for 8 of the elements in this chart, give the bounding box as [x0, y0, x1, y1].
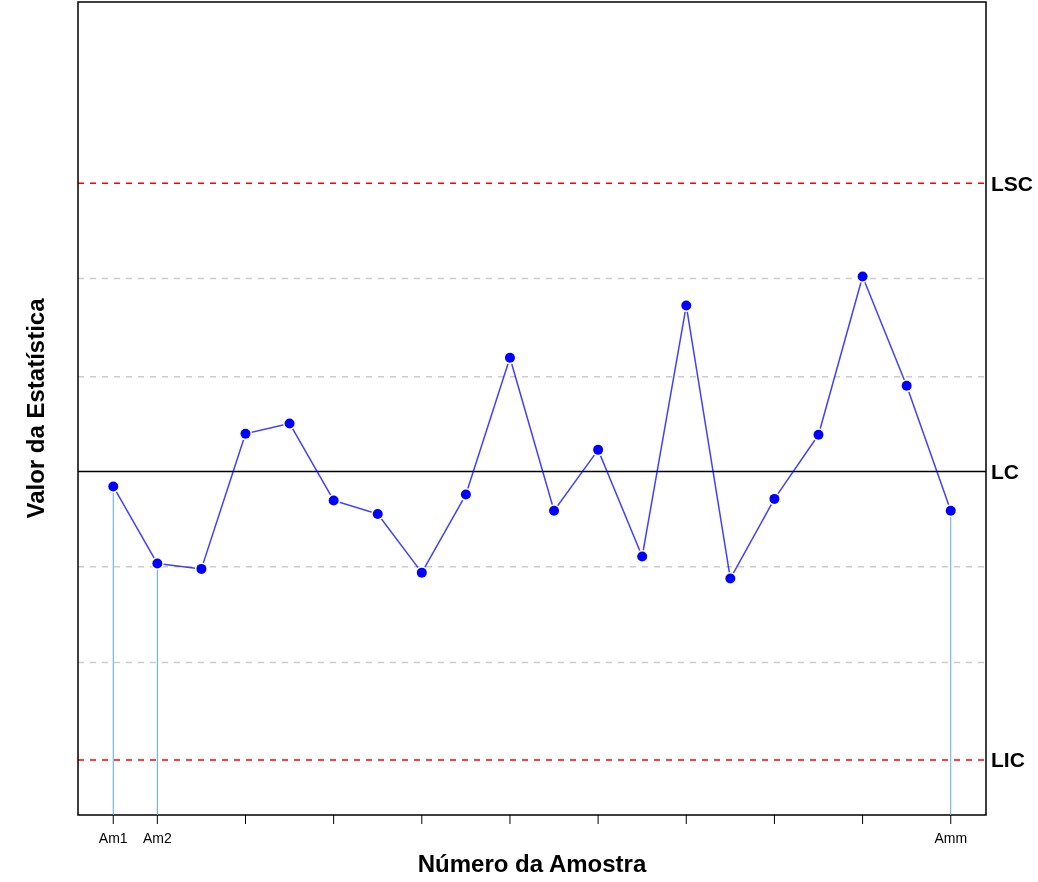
- x-tick-label: Am2: [142, 830, 172, 846]
- x-axis-title: Número da Amostra: [417, 850, 647, 877]
- ref-line-label: LSC: [991, 171, 1033, 195]
- x-tick-label: Am1: [98, 830, 128, 846]
- ref-line-label: LC: [991, 459, 1019, 483]
- ref-line-label: LIC: [991, 748, 1025, 772]
- x-tick-label: Amm: [934, 830, 968, 846]
- y-axis-title: Valor da Estatística: [22, 297, 49, 519]
